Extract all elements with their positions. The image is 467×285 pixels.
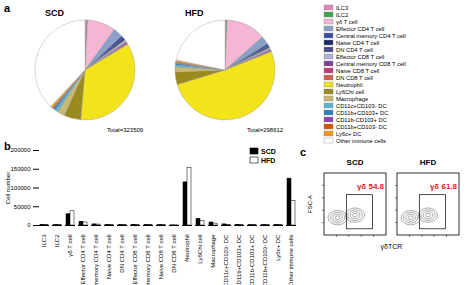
svg-text:DN CD4 T cell: DN CD4 T cell xyxy=(119,235,125,273)
svg-text:Effector CD8 T cell: Effector CD8 T cell xyxy=(336,54,384,60)
svg-text:CD11b-CD103+ DC: CD11b-CD103+ DC xyxy=(336,117,387,123)
svg-text:HFD: HFD xyxy=(420,158,437,167)
svg-text:γδ 54.8: γδ 54.8 xyxy=(357,182,385,191)
svg-text:CD11b+CD103- DC: CD11b+CD103- DC xyxy=(262,234,268,285)
svg-text:Other immune cells: Other immune cells xyxy=(336,138,386,144)
svg-text:DN CD4 T cell: DN CD4 T cell xyxy=(336,47,373,53)
svg-text:γδ T cell: γδ T cell xyxy=(67,235,73,257)
svg-text:Effector CD4 T cell: Effector CD4 T cell xyxy=(336,26,384,32)
svg-text:Naive CD4 T cell: Naive CD4 T cell xyxy=(336,40,379,46)
svg-text:150000: 150000 xyxy=(10,166,31,172)
svg-text:Naive CD8 T cell: Naive CD8 T cell xyxy=(158,235,164,280)
svg-text:Macrophage: Macrophage xyxy=(210,234,216,268)
svg-text:Ly6Chi cell: Ly6Chi cell xyxy=(197,235,203,264)
svg-text:CD11b+CD103- DC: CD11b+CD103- DC xyxy=(336,124,387,130)
svg-text:DN CD8 T cell: DN CD8 T cell xyxy=(336,75,373,81)
svg-text:Total=323509: Total=323509 xyxy=(107,127,144,133)
svg-text:γδTCR: γδTCR xyxy=(381,243,403,251)
svg-text:Ly6Chi cell: Ly6Chi cell xyxy=(336,89,364,95)
svg-text:Neutrophil: Neutrophil xyxy=(336,82,362,88)
svg-text:FSC-A: FSC-A xyxy=(307,195,313,213)
svg-text:γδ T cell: γδ T cell xyxy=(336,19,357,25)
svg-text:CD11c+CD103- DC: CD11c+CD103- DC xyxy=(223,234,229,285)
html-text:c: c xyxy=(300,146,307,158)
svg-text:SCD: SCD xyxy=(45,8,65,18)
html-text:b: b xyxy=(4,140,11,152)
svg-text:SCD: SCD xyxy=(347,158,364,167)
svg-text:SCD: SCD xyxy=(261,148,276,155)
svg-text:ILC2: ILC2 xyxy=(54,234,60,247)
html-text:a: a xyxy=(4,2,11,14)
svg-text:HFD: HFD xyxy=(185,8,204,18)
svg-text:Naive CD4 T cell: Naive CD4 T cell xyxy=(106,235,112,280)
svg-text:Effector CD8 T cell: Effector CD8 T cell xyxy=(132,235,138,285)
svg-text:Central memory CD4 T cell: Central memory CD4 T cell xyxy=(93,235,99,285)
svg-text:Other immune cells: Other immune cells xyxy=(288,235,294,285)
svg-text:HFD: HFD xyxy=(261,157,275,164)
svg-text:CD11b+CD103+ DC: CD11b+CD103+ DC xyxy=(236,234,242,285)
svg-text:ILC3: ILC3 xyxy=(336,5,348,11)
svg-text:50000: 50000 xyxy=(14,204,31,210)
svg-text:0: 0 xyxy=(27,222,31,228)
svg-text:ILC2: ILC2 xyxy=(336,12,348,18)
svg-text:Effector CD4 T cell: Effector CD4 T cell xyxy=(80,235,86,285)
svg-text:Macrophage: Macrophage xyxy=(336,96,368,102)
svg-text:Neutrophil: Neutrophil xyxy=(184,235,190,262)
svg-text:100000: 100000 xyxy=(10,185,31,191)
svg-text:Ly6c+ DC: Ly6c+ DC xyxy=(275,234,281,261)
svg-text:Naive CD8 T cell: Naive CD8 T cell xyxy=(336,68,379,74)
svg-text:Central memory CD4 T cell: Central memory CD4 T cell xyxy=(336,33,406,39)
svg-text:ILC3: ILC3 xyxy=(41,234,47,247)
svg-text:CD11b-CD103+ DC: CD11b-CD103+ DC xyxy=(249,234,255,285)
svg-text:Central memory CD8 T cell: Central memory CD8 T cell xyxy=(145,235,151,285)
svg-text:CD11c+CD103- DC: CD11c+CD103- DC xyxy=(336,103,387,109)
svg-text:CD11b+CD103+ DC: CD11b+CD103+ DC xyxy=(336,110,388,116)
svg-text:DN CD8 T cell: DN CD8 T cell xyxy=(171,235,177,273)
svg-text:Ly6c+ DC: Ly6c+ DC xyxy=(336,131,361,137)
svg-text:Cell number: Cell number xyxy=(5,172,11,204)
svg-text:200000: 200000 xyxy=(10,147,31,153)
svg-text:Central memory CD8 T cell: Central memory CD8 T cell xyxy=(336,61,406,67)
svg-text:Total=298612: Total=298612 xyxy=(247,127,284,133)
svg-text:γδ 61.8: γδ 61.8 xyxy=(430,182,458,191)
